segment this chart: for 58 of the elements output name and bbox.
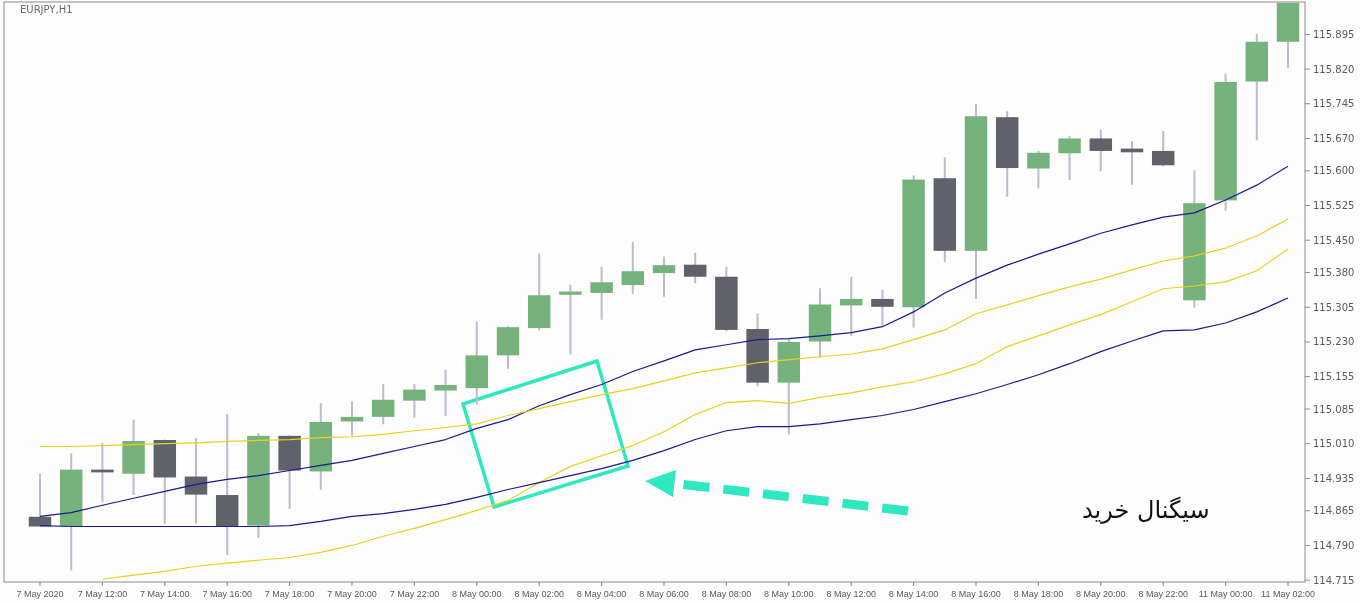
x-tick-label: 8 May 14:00 (888, 589, 939, 599)
y-tick-label: 115.380 (1313, 267, 1355, 279)
y-tick-label: 115.230 (1313, 336, 1355, 348)
x-tick-label: 8 May 10:00 (764, 589, 814, 599)
x-tick-label: 7 May 16:00 (202, 589, 252, 599)
x-tick-label: 7 May 2020 (16, 589, 64, 599)
candlestick (590, 265, 613, 321)
y-tick-label: 115.895 (1313, 28, 1355, 40)
x-tick-label: 8 May 08:00 (701, 589, 752, 599)
line-series (101, 248, 1289, 580)
candlestick (871, 288, 894, 327)
x-tick-label: 8 May 18:00 (1013, 589, 1064, 599)
annotation: سیگنال خرید (1082, 496, 1210, 524)
x-tick-label: 11 May 00:00 (1198, 589, 1253, 599)
candlestick (340, 400, 364, 437)
candlestick (621, 241, 645, 295)
candlestick (403, 383, 426, 419)
candlestick (1151, 130, 1175, 168)
candlestick (1058, 135, 1081, 182)
candlestick (1027, 149, 1050, 190)
x-tick-label: 8 May 00:00 (452, 589, 502, 599)
x-tick-label: 8 May 12:00 (826, 589, 876, 599)
y-tick-label: 114.865 (1313, 505, 1355, 517)
candlestick (371, 383, 395, 426)
x-tick-label: 8 May 04:00 (576, 589, 627, 599)
y-tick-label: 115.450 (1313, 234, 1355, 246)
x-tick-label: 8 May 22:00 (1138, 589, 1188, 599)
x-tick-label: 8 May 06:00 (639, 589, 689, 599)
x-tick-label: 7 May 12:00 (77, 589, 128, 599)
x-tick-label: 7 May 14:00 (140, 589, 190, 599)
y-tick-label: 115.820 (1313, 63, 1355, 75)
candlestick (652, 255, 676, 298)
candlestick (434, 368, 457, 417)
y-tick-label: 115.010 (1313, 438, 1355, 450)
x-tick-label: 11 May 02:00 (1261, 589, 1315, 599)
candlestick (683, 251, 707, 285)
x-tick-label: 8 May 16:00 (951, 589, 1001, 599)
y-tick-label: 115.155 (1313, 371, 1355, 383)
candlestick (184, 436, 208, 525)
x-tick-label: 7 May 18:00 (264, 589, 315, 599)
x-tick-label: 8 May 02:00 (514, 589, 564, 599)
y-tick-label: 114.935 (1313, 472, 1355, 484)
y-tick-label: 115.745 (1313, 98, 1355, 110)
y-tick-label: 115.525 (1313, 200, 1355, 212)
y-tick-label: 115.305 (1313, 301, 1355, 313)
y-tick-label: 115.670 (1313, 132, 1355, 144)
line-series (39, 218, 1289, 448)
y-tick-label: 115.085 (1313, 403, 1355, 415)
candlestick (1089, 128, 1113, 173)
x-tick-label: 8 May 20:00 (1076, 589, 1126, 599)
x-tick-label: 7 May 20:00 (327, 589, 377, 599)
y-tick-label: 114.790 (1313, 539, 1355, 551)
x-tick-label: 7 May 22:00 (389, 589, 440, 599)
y-tick-label: 114.715 (1313, 574, 1355, 586)
candlestick (839, 275, 863, 337)
candlestick (559, 283, 582, 356)
chart-title: EURJPY,H1 (20, 4, 73, 15)
y-tick-label: 115.600 (1313, 165, 1355, 177)
